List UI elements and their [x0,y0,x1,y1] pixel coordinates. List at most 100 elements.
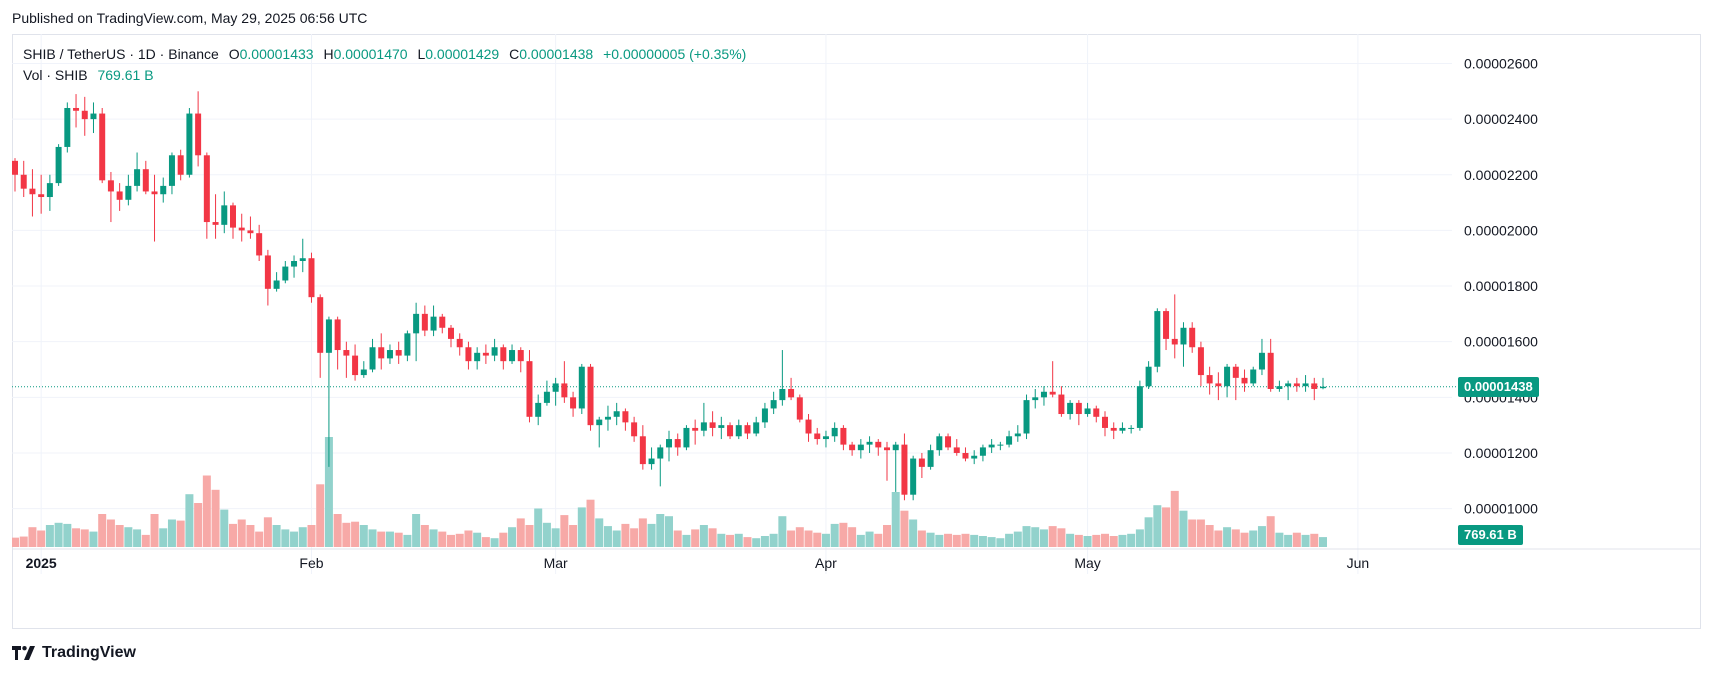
candle [596,416,603,448]
candle-body [430,316,437,331]
volume-bar [525,525,534,547]
candle-body [666,439,672,448]
volume-bar [717,533,726,547]
candle-body [543,391,550,403]
volume-label[interactable]: Vol · SHIB [23,67,88,83]
candle [1206,366,1213,395]
candle-body [247,230,254,234]
candle-body [831,427,838,437]
candle [744,422,751,440]
candle [352,344,359,381]
candle-body [1267,352,1274,389]
volume-bar [891,492,900,547]
candle-body [421,313,428,331]
volume-bar [316,484,325,547]
close-label: C [509,46,520,62]
candle-body [761,408,768,423]
candle [395,341,402,364]
candle [177,149,184,181]
volume-bar [80,529,89,547]
volume-badge: 769.61 B [1458,525,1523,546]
candle [186,107,193,178]
candle-body [177,155,184,175]
volume-bar [1231,529,1240,547]
volume-bar [290,531,299,547]
y-tick-label: 0.00002600 [1464,55,1538,71]
candle [1180,322,1187,367]
candle [1145,361,1152,389]
volume-bar [656,514,665,547]
volume-bar [19,536,28,547]
x-tick-label: May [1074,555,1100,571]
candle-body [578,366,585,409]
candle-body [308,258,315,298]
symbol-label[interactable]: SHIB / TetherUS · 1D · Binance [23,46,219,62]
volume-bar [124,527,133,547]
candle [1267,338,1274,392]
open-label: O [228,46,240,62]
candle [125,174,132,206]
candle-body [1250,369,1257,384]
y-tick-label: 0.00002200 [1464,167,1538,183]
candle-body [107,180,114,192]
candle [1040,386,1047,406]
candle [814,427,821,445]
high-label: H [323,46,334,62]
candle-body [988,444,995,448]
candle [1084,402,1091,417]
volume-bar [638,518,647,547]
x-tick-label: Apr [815,555,837,571]
candle-body [29,188,36,195]
candle [1250,366,1257,387]
candle [1128,425,1135,434]
candle [953,439,960,456]
candle [639,425,646,470]
candle [613,402,620,426]
volume-bar [1039,529,1048,547]
candle [849,441,856,456]
volume-bar [665,516,673,547]
candle-body [1084,408,1091,415]
candle [230,202,236,239]
volume-bar [1214,530,1223,547]
volume-bar [202,475,211,547]
candle-body [535,402,542,417]
volume-bar [821,533,830,547]
tradingview-logo-icon [12,646,35,660]
x-tick-label: 2025 [26,555,57,571]
volume-bar [804,530,813,547]
candle [526,350,533,423]
candle-body [273,280,280,289]
volume-bar [1101,533,1109,547]
candle [195,91,202,167]
candle [221,191,228,234]
candle-body [413,313,420,334]
candle [1075,400,1082,426]
candle [212,194,219,239]
volume-bar [1292,532,1301,547]
tradingview-brand[interactable]: TradingView [12,644,136,662]
candle-body [1023,400,1030,434]
candle [81,96,88,136]
candle-body [1276,386,1283,389]
candle-body [1311,383,1318,389]
candle-body [971,455,978,459]
candle-body [1180,327,1187,345]
volume-bar [1013,531,1022,547]
volume-bar [167,519,176,547]
candle [1023,394,1030,440]
volume-bar [54,522,63,547]
candle [796,394,803,423]
candle [1215,372,1222,401]
candle-body [491,347,498,356]
candlestick-chart[interactable]: 0.00002600 0.00002400 0.00002200 0.00002000… [12,34,1701,629]
candle-body [73,107,80,111]
chart-grid [12,34,1452,574]
volume-bar [1153,505,1162,547]
candle-body [770,400,777,409]
volume-bar [778,516,787,547]
candle-body [160,185,167,195]
volume-bar [612,530,621,547]
x-tick-label: Feb [299,555,323,571]
volume-bar [1266,516,1275,547]
